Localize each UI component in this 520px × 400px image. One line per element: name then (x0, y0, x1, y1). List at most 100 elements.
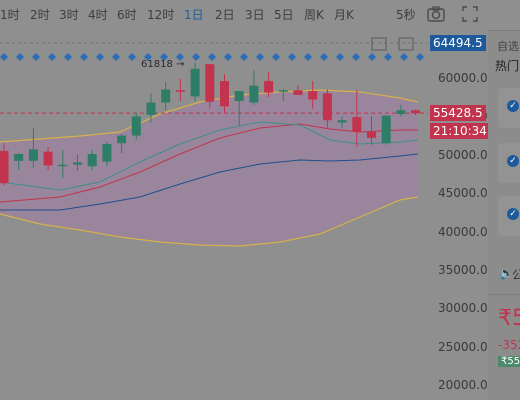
candle-body (411, 110, 421, 114)
timeframe-6h[interactable]: 6时 (117, 8, 137, 22)
expand-icon (398, 37, 414, 51)
signal-marker (304, 53, 312, 61)
check-icon: ✓ (507, 100, 519, 112)
candle-body (367, 131, 376, 138)
signal-marker (96, 53, 104, 61)
signal-marker (352, 53, 360, 61)
candle-body (220, 81, 229, 107)
y-tick-label: 35000.0 (438, 262, 488, 277)
candle-body (278, 90, 288, 92)
signal-marker (16, 53, 24, 61)
signal-marker (80, 53, 88, 61)
signal-marker (48, 53, 56, 61)
signal-marker (160, 53, 168, 61)
signal-marker (256, 53, 264, 61)
candle-body (0, 150, 9, 184)
timeframe-1h[interactable]: 1时 (0, 8, 20, 22)
sidebar-divider (488, 294, 520, 295)
candle-body (175, 90, 185, 92)
y-tick-label: 50000.0 (438, 147, 488, 162)
signal-marker (208, 53, 216, 61)
check-icon: ✓ (507, 155, 519, 167)
sidebar-divider (488, 30, 520, 31)
speaker-icon[interactable]: 🔈 (499, 266, 514, 280)
countdown-tag: 21:10:34 (430, 123, 490, 139)
timeframe-toolbar: 1时 2时 3时 4时 6时 12时 1日 2日 3日 5日 周K 月K 5秒 (0, 0, 520, 28)
signal-marker (176, 53, 184, 61)
ticker-badge: ₹55 (498, 356, 520, 367)
y-tick-label: 45000.0 (438, 186, 488, 201)
signal-marker (320, 53, 328, 61)
candle-body (146, 102, 156, 115)
bollinger-band-fill (0, 90, 418, 246)
candle-body (102, 144, 112, 162)
candle-body (43, 151, 53, 166)
candle-body (264, 81, 274, 93)
sidebar-label-hot[interactable]: 热门 (495, 59, 520, 73)
candle-body (352, 117, 362, 132)
candle-body (381, 115, 391, 144)
signal-marker (416, 53, 424, 61)
candle-body (14, 153, 24, 161)
timeframe-4h[interactable]: 4时 (88, 8, 108, 22)
candle-body (73, 162, 82, 165)
candle-body (293, 90, 303, 95)
signal-marker (112, 53, 120, 61)
timeframe-2d[interactable]: 2日 (215, 8, 235, 22)
signal-marker (32, 53, 40, 61)
announcement-label[interactable]: 公 (512, 268, 520, 282)
signal-marker (288, 53, 296, 61)
timeframe-month[interactable]: 月K (334, 8, 354, 22)
signal-marker (272, 53, 280, 61)
sidebar-label-watchlist[interactable]: 自选 (497, 40, 519, 53)
refresh-interval[interactable]: 5秒 (396, 8, 416, 22)
ma-blue-line (0, 153, 419, 211)
price-axis: 60000.055000.050000.045000.040000.035000… (428, 32, 488, 400)
candle-body (28, 149, 38, 161)
candle-body (87, 153, 97, 167)
fullscreen-icon[interactable] (460, 4, 480, 24)
signal-marker (144, 53, 152, 61)
candle-body (308, 91, 318, 100)
candle-body (234, 91, 244, 102)
candle-body (337, 120, 347, 123)
ticker-change: -352 (498, 338, 520, 352)
signal-marker (224, 53, 232, 61)
signal-marker (336, 53, 344, 61)
timeframe-5d[interactable]: 5日 (274, 8, 294, 22)
signal-marker (64, 53, 72, 61)
signal-marker (128, 53, 136, 61)
timeframe-1d[interactable]: 1日 (184, 8, 204, 22)
camera-icon[interactable] (426, 4, 446, 24)
signal-marker (192, 53, 200, 61)
high-marker-label: 61818 → (141, 59, 184, 70)
ma-teal-line (0, 121, 419, 191)
signal-marker (0, 53, 8, 61)
top-price-tag: 64494.5 (430, 35, 486, 51)
ticker-price: ₹5 (498, 306, 520, 331)
check-icon: ✓ (507, 208, 519, 220)
signal-marker (240, 53, 248, 61)
y-tick-label: 20000.0 (438, 378, 488, 392)
signal-marker (384, 53, 392, 61)
timeframe-2h[interactable]: 2时 (30, 8, 50, 22)
candle-body (131, 116, 141, 136)
candle-body (249, 85, 259, 103)
timeframe-3h[interactable]: 3时 (59, 8, 79, 22)
candle-body (205, 64, 215, 102)
candle-body (322, 93, 332, 121)
candle-body (117, 135, 127, 144)
timeframe-12h[interactable]: 12时 (147, 8, 175, 22)
candlestick-chart[interactable]: 61818 → (0, 32, 428, 400)
candle-body (190, 68, 200, 97)
signal-marker (400, 53, 408, 61)
y-tick-label: 30000.0 (438, 301, 488, 316)
timeframe-3d[interactable]: 3日 (245, 8, 265, 22)
candle-body (161, 89, 171, 103)
layout-icon (371, 37, 387, 51)
candle-body (396, 110, 406, 115)
y-tick-label: 25000.0 (438, 339, 488, 354)
timeframe-week[interactable]: 周K (304, 8, 324, 22)
bollinger-lower-line (0, 196, 419, 247)
signal-marker (368, 53, 376, 61)
